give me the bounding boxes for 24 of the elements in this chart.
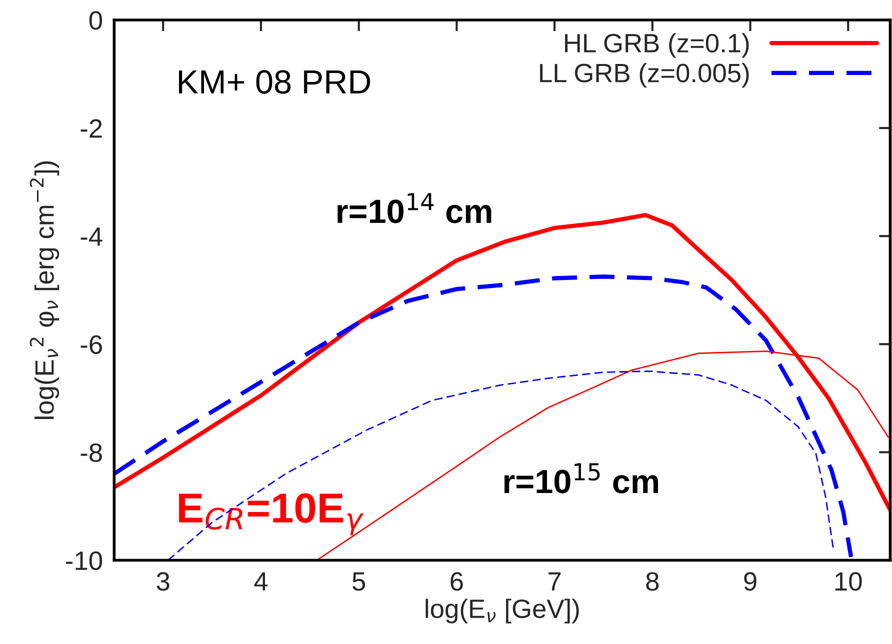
x-tick-label: 3: [156, 572, 170, 591]
x-tick-label: 5: [352, 572, 366, 591]
y-tick-label: -6: [80, 335, 102, 354]
legend-label: HL GRB (z=0.1): [565, 33, 749, 58]
legend-label: LL GRB (z=0.005): [540, 63, 749, 88]
x-tick-label: 7: [548, 572, 561, 591]
annotation: r=10$^{14}$ cm: [338, 193, 492, 224]
x-tick-label: 6: [450, 572, 463, 591]
x-tick-label: 8: [646, 572, 659, 591]
y-tick-label: 0: [89, 11, 102, 30]
annotation: r=10$^{15}$ cm: [504, 463, 658, 494]
x-tick-label: 4: [254, 572, 268, 591]
x-tick-label: 9: [744, 572, 756, 591]
y-tick-label: -8: [80, 443, 102, 462]
y-axis-title: log(E$_{ν}$$^{2}$ φ$_{ν}$ [erg cm$^{−2}$]): [30, 161, 60, 419]
line-series: [167, 370, 834, 560]
y-tick-label: -4: [80, 228, 102, 246]
annotation: E$_{CR}$=10E$_{γ}$: [179, 493, 364, 536]
line-series: [114, 274, 854, 560]
y-tick-label: -2: [80, 119, 102, 138]
annotation: KM+ 08 PRD: [178, 70, 370, 94]
x-axis-title: log(E$_{ν}$ [GeV]): [426, 598, 579, 624]
y-tick-label: -10: [66, 551, 102, 570]
x-tick-label: 10: [835, 572, 862, 591]
